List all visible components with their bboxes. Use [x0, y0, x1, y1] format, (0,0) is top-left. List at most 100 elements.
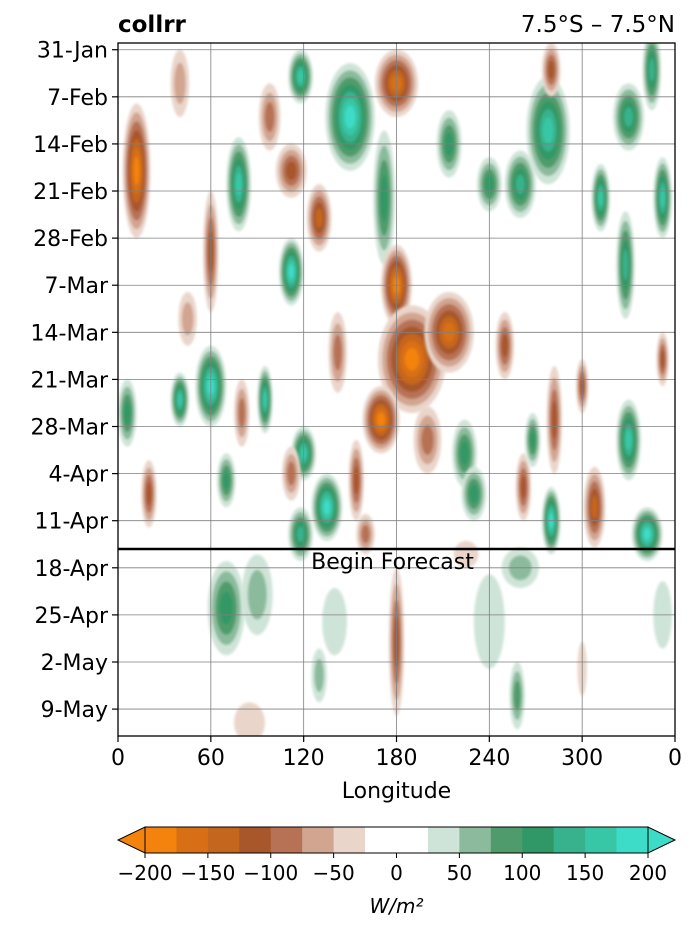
contour-band	[453, 540, 479, 568]
contour-band	[133, 156, 140, 185]
contour-band	[314, 658, 324, 693]
contour-band	[235, 172, 242, 196]
contour-feature	[653, 157, 672, 239]
colorbar-segment	[585, 827, 617, 853]
contour-feature	[515, 453, 532, 521]
begin-forecast-annotation: Begin Forecast	[311, 550, 474, 575]
contour-feature	[509, 661, 525, 730]
contour-band	[124, 401, 131, 425]
contour-feature	[656, 332, 669, 387]
colorbar-segment	[522, 827, 555, 853]
colorbar-segment	[145, 827, 177, 853]
colorbar-segment	[239, 827, 272, 853]
contour-feature	[461, 466, 487, 521]
colorbar-segment	[427, 827, 460, 853]
contour-feature	[524, 413, 541, 467]
contour-feature	[546, 365, 563, 474]
contour-band	[660, 187, 665, 208]
contour-band	[297, 70, 304, 84]
colorbar-segment	[365, 827, 429, 853]
y-tick-label: 28-Feb	[33, 227, 108, 252]
contour-band	[262, 391, 267, 408]
contour-band	[404, 347, 420, 371]
y-tick-label: 14-Feb	[33, 133, 108, 158]
contour-band	[624, 107, 634, 127]
contour-feature	[642, 43, 662, 111]
y-tick-label: 4-Apr	[48, 463, 108, 488]
colorbar-tick-label: 200	[629, 861, 667, 885]
contour-band	[353, 466, 359, 495]
contour-band	[649, 58, 655, 82]
contour-band	[643, 528, 651, 540]
contour-band	[625, 430, 632, 450]
y-tick-label: 2-May	[41, 651, 108, 676]
contour-band	[547, 60, 555, 80]
x-tick-label: 240	[468, 746, 510, 771]
contour-feature	[453, 540, 479, 568]
y-tick-label: 7-Mar	[45, 274, 109, 299]
contour-feature	[373, 130, 395, 266]
contour-band	[285, 161, 297, 181]
contour-feature	[613, 83, 645, 151]
contour-feature	[234, 379, 250, 447]
y-tick-label: 21-Mar	[31, 368, 109, 393]
contour-band	[421, 425, 434, 455]
contour-band	[660, 349, 665, 369]
contour-band	[551, 401, 558, 439]
colorbar-segment	[459, 827, 492, 853]
y-tick-label: 25-Apr	[34, 604, 108, 629]
colorbar-segment	[302, 827, 335, 853]
contour-feature	[288, 49, 313, 104]
colorbar-tick-label: −150	[180, 861, 235, 885]
x-tick-label: 180	[376, 746, 418, 771]
contour-band	[344, 105, 356, 129]
contour-band	[323, 500, 331, 515]
contour-feature	[288, 507, 313, 562]
contour-feature	[495, 312, 515, 380]
contour-band	[598, 189, 603, 206]
contour-band	[297, 526, 305, 542]
contour-feature	[257, 365, 273, 434]
y-axis: 31-Jan 7-Feb 14-Feb 21-Feb 28-Feb 7-Mar 14-Mar…	[31, 39, 118, 723]
contour-band	[181, 302, 194, 336]
contour-band	[460, 441, 469, 466]
contour-feature	[178, 291, 197, 346]
y-tick-label: 28-Mar	[31, 416, 109, 441]
x-tick-label: 0	[111, 746, 125, 771]
contour-feature	[348, 439, 365, 521]
contour-band	[174, 62, 186, 105]
contour-band	[380, 174, 388, 222]
contour-feature	[207, 561, 245, 656]
contour-feature	[234, 702, 265, 736]
colorbar: −200 −150 −100 −50 0 50 100 150 200	[116, 826, 677, 885]
colorbar-segment	[333, 827, 366, 853]
contour-feature	[526, 76, 570, 185]
chart-title-right: 7.5°S – 7.5°N	[521, 12, 675, 38]
contour-band	[361, 525, 370, 544]
contour-feature	[217, 453, 236, 508]
contour-band	[234, 702, 265, 736]
contour-feature	[170, 49, 190, 118]
contour-band	[333, 334, 342, 371]
y-tick-label: 18-Apr	[34, 557, 108, 582]
chart-title-left: collrr	[118, 12, 187, 38]
y-tick-label: 31-Jan	[37, 39, 108, 64]
y-tick-label: 9-May	[41, 698, 108, 723]
contour-feature	[616, 399, 641, 481]
colorbar-segment	[207, 827, 240, 853]
contour-feature	[322, 587, 347, 656]
y-tick-label: 11-Apr	[34, 510, 108, 535]
colorbar-extend-low	[116, 826, 146, 854]
contour-feature	[631, 507, 663, 562]
contour-band	[247, 569, 267, 620]
colorbar-tick-label: −200	[118, 861, 173, 885]
colorbar-tick-label: 50	[447, 861, 472, 885]
contour-band	[501, 334, 509, 358]
contour-band	[542, 117, 554, 144]
contour-band	[591, 495, 598, 519]
contour-band	[513, 680, 521, 711]
x-axis: 0 60 120 180 240 300 0	[111, 736, 682, 771]
x-axis-label: Longitude	[342, 779, 451, 804]
colorbar-tick-label: 150	[566, 861, 604, 885]
